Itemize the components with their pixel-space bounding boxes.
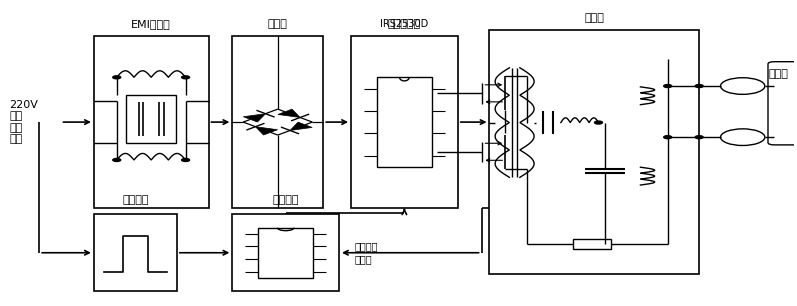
- Circle shape: [695, 84, 703, 88]
- Text: 灯负载: 灯负载: [769, 69, 789, 79]
- Text: EMI滤波器: EMI滤波器: [132, 19, 171, 29]
- Polygon shape: [243, 114, 265, 122]
- Circle shape: [595, 121, 603, 124]
- Text: IRS2530D: IRS2530D: [380, 19, 429, 29]
- Polygon shape: [278, 109, 300, 118]
- Circle shape: [664, 136, 672, 139]
- Bar: [377, 77, 432, 167]
- Circle shape: [182, 159, 190, 162]
- Circle shape: [112, 159, 120, 162]
- Text: 半桥驱动器: 半桥驱动器: [388, 7, 421, 29]
- Circle shape: [664, 84, 672, 88]
- Circle shape: [695, 136, 703, 139]
- FancyBboxPatch shape: [768, 62, 797, 145]
- Bar: [126, 95, 176, 143]
- Polygon shape: [256, 127, 277, 135]
- Bar: [258, 228, 313, 278]
- Circle shape: [182, 76, 190, 79]
- Text: 微控制器: 微控制器: [273, 195, 299, 205]
- Text: 调光反馈
灯故障: 调光反馈 灯故障: [355, 241, 379, 264]
- Text: 输出级: 输出级: [584, 13, 604, 23]
- Bar: [489, 30, 699, 274]
- Bar: [232, 214, 339, 291]
- Text: 脉冲检测: 脉冲检测: [122, 195, 148, 205]
- Text: 整流器: 整流器: [268, 19, 288, 29]
- Bar: [573, 239, 611, 249]
- Text: 220V
交流
输入
市电: 220V 交流 输入 市电: [9, 100, 38, 144]
- Circle shape: [112, 76, 120, 79]
- Polygon shape: [290, 122, 312, 130]
- Bar: [351, 36, 457, 208]
- Bar: [94, 214, 177, 291]
- Bar: [94, 36, 209, 208]
- Bar: [232, 36, 324, 208]
